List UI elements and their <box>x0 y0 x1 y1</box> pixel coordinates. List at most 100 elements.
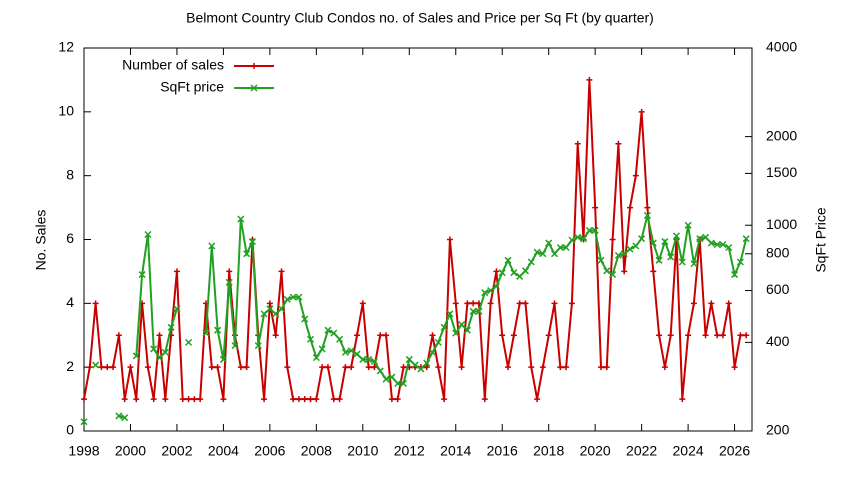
data-point <box>539 364 546 371</box>
data-point <box>702 332 709 339</box>
data-point <box>493 268 500 275</box>
data-point <box>243 250 251 258</box>
data-point <box>435 364 442 371</box>
y-tick-label: 2 <box>66 358 74 374</box>
data-point <box>434 338 442 346</box>
data-point <box>208 242 216 250</box>
data-point <box>173 305 181 313</box>
data-point <box>620 250 628 258</box>
x-tick-label: 2006 <box>254 443 285 459</box>
data-point <box>580 235 588 243</box>
data-point <box>574 233 582 241</box>
data-point <box>225 278 233 286</box>
data-point <box>150 396 157 403</box>
data-point <box>179 396 186 403</box>
data-point <box>400 364 407 371</box>
data-point <box>266 305 274 313</box>
data-point <box>452 300 459 307</box>
data-point <box>208 364 215 371</box>
x-tick-label: 1998 <box>68 443 99 459</box>
data-point <box>609 271 617 279</box>
data-point <box>214 326 222 334</box>
data-point <box>545 239 553 247</box>
data-point <box>121 414 129 422</box>
data-point <box>556 243 564 252</box>
y2-tick-label: 1500 <box>766 164 797 180</box>
data-point <box>551 300 558 307</box>
data-point <box>341 348 349 356</box>
data-point <box>261 396 268 403</box>
data-point <box>150 345 158 353</box>
data-point <box>615 140 622 147</box>
data-point <box>354 332 361 339</box>
legend-marker <box>251 63 257 69</box>
data-point <box>498 269 506 277</box>
data-point <box>330 329 338 337</box>
data-point <box>533 248 541 256</box>
x-tick-label: 2002 <box>161 443 192 459</box>
data-point <box>463 326 471 334</box>
data-point <box>626 245 634 253</box>
data-point <box>627 204 634 211</box>
data-point <box>226 268 233 275</box>
data-point <box>173 268 180 275</box>
data-point <box>231 342 239 350</box>
data-point <box>115 412 123 420</box>
data-point <box>359 300 366 307</box>
data-point <box>690 300 697 307</box>
data-point <box>110 364 117 371</box>
data-point <box>644 204 651 211</box>
data-point <box>423 364 430 371</box>
data-point <box>458 364 465 371</box>
data-point <box>295 293 303 301</box>
data-point <box>318 345 326 353</box>
x-tick-label: 2022 <box>626 443 657 459</box>
data-point <box>649 239 657 247</box>
data-point <box>614 251 622 259</box>
y2-tick-label: 600 <box>766 281 790 297</box>
y-tick-label: 0 <box>66 422 74 438</box>
data-point <box>295 396 302 403</box>
y2-axis-label: SqFt Price <box>813 207 829 273</box>
data-point <box>719 332 726 339</box>
data-point <box>534 396 541 403</box>
data-point <box>516 300 523 307</box>
y-axis-label: No. Sales <box>33 210 49 271</box>
data-point <box>301 396 308 403</box>
data-point <box>487 287 495 295</box>
data-point <box>557 364 564 371</box>
data-point <box>307 396 314 403</box>
data-point <box>185 338 193 346</box>
data-point <box>492 282 500 290</box>
data-point <box>167 323 175 331</box>
data-point <box>609 236 616 243</box>
data-point <box>370 357 378 365</box>
data-point <box>458 320 466 329</box>
data-point <box>307 335 315 343</box>
data-point <box>191 396 198 403</box>
data-point <box>725 243 733 252</box>
data-point <box>452 329 460 337</box>
data-point <box>313 396 320 403</box>
x-tick-label: 2018 <box>533 443 564 459</box>
data-point <box>382 375 390 383</box>
data-point <box>214 364 221 371</box>
data-point <box>591 226 599 234</box>
data-point <box>144 364 151 371</box>
data-point <box>446 236 453 243</box>
data-point <box>522 300 529 307</box>
chart-title: Belmont Country Club Condos no. of Sales… <box>186 10 654 26</box>
data-point <box>371 364 378 371</box>
data-point <box>684 221 692 229</box>
data-point <box>423 359 431 367</box>
data-point <box>603 364 610 371</box>
data-point <box>347 347 355 355</box>
data-point <box>405 355 413 363</box>
y-tick-label: 12 <box>58 39 74 55</box>
data-point <box>562 243 570 252</box>
data-point <box>487 300 494 307</box>
data-point <box>731 271 739 279</box>
legend-marker <box>250 84 258 92</box>
data-point <box>667 253 675 261</box>
